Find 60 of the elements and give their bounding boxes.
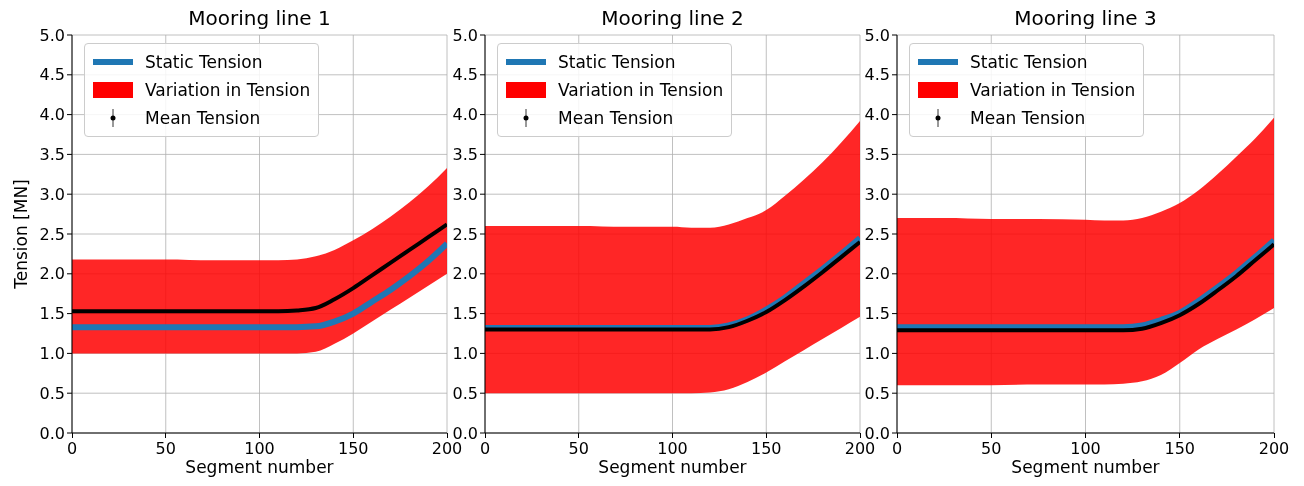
x-tick-label: 50: [154, 439, 177, 458]
y-tick-label: 4.0: [39, 105, 65, 125]
legend-label: Mean Tension: [970, 108, 1086, 128]
y-tick-label: 5.0: [864, 25, 890, 45]
y-tick-label: 3.5: [39, 145, 65, 165]
x-tick-label: 200: [1257, 439, 1291, 458]
legend-label: Static Tension: [970, 52, 1088, 72]
y-tick-label: 1.5: [39, 304, 65, 324]
legend-label: Static Tension: [145, 52, 263, 72]
y-tick-label: 2.5: [452, 224, 478, 244]
y-tick-label: 5.0: [452, 25, 478, 45]
x-tick-label: 0: [66, 439, 78, 458]
y-tick-label: 1.0: [39, 344, 65, 364]
y-tick-label: 0.5: [452, 383, 478, 403]
y-tick-label: 3.5: [452, 145, 478, 165]
x-axis-title: Segment number: [597, 457, 748, 477]
y-tick-label: 4.5: [452, 65, 478, 85]
y-tick-label: 3.0: [452, 184, 478, 204]
y-axis-title: Tension [MN]: [11, 178, 32, 291]
y-tick-label: 2.5: [864, 224, 890, 244]
x-tick-label: 0: [479, 439, 491, 458]
x-axis-title: Segment number: [1010, 457, 1161, 477]
x-tick-label: 50: [980, 439, 1003, 458]
y-tick-label: 3.0: [39, 184, 65, 204]
x-tick-label: 50: [567, 439, 590, 458]
y-tick-label: 4.5: [864, 65, 890, 85]
x-tick-label: 100: [243, 439, 276, 458]
legend-label: Static Tension: [558, 52, 676, 72]
y-tick-label: 2.5: [39, 224, 65, 244]
x-axis-title: Segment number: [184, 457, 335, 477]
chart-title: Mooring line 3: [1013, 6, 1158, 30]
x-tick-label: 150: [336, 439, 370, 458]
y-tick-label: 4.0: [452, 105, 478, 125]
y-tick-label: 5.0: [39, 25, 65, 45]
x-tick-label: 100: [1069, 439, 1102, 458]
legend-label: Variation in Tension: [558, 80, 724, 100]
y-tick-label: 1.5: [452, 304, 478, 324]
legend-label: Mean Tension: [145, 108, 261, 128]
y-tick-label: 2.0: [452, 264, 478, 284]
x-tick-label: 100: [656, 439, 689, 458]
y-tick-label: 1.0: [452, 344, 478, 364]
y-tick-label: 3.5: [864, 145, 890, 165]
y-tick-label: 2.0: [864, 264, 890, 284]
x-tick-label: 0: [891, 439, 903, 458]
chart-title: Mooring line 1: [187, 6, 332, 30]
legend-label: Variation in Tension: [970, 80, 1136, 100]
x-tick-label: 150: [749, 439, 783, 458]
y-tick-label: 0.0: [39, 423, 65, 443]
y-tick-label: 2.0: [39, 264, 65, 284]
y-tick-label: 1.5: [864, 304, 890, 324]
legend-label: Mean Tension: [558, 108, 674, 128]
y-tick-label: 0.5: [39, 383, 65, 403]
legend-label: Variation in Tension: [145, 80, 311, 100]
y-tick-label: 0.5: [864, 383, 890, 403]
y-tick-label: 4.0: [864, 105, 890, 125]
y-tick-label: 1.0: [864, 344, 890, 364]
y-tick-label: 3.0: [864, 184, 890, 204]
x-tick-label: 150: [1163, 439, 1196, 458]
y-tick-label: 4.5: [39, 65, 65, 85]
chart-title: Mooring line 2: [600, 6, 745, 30]
